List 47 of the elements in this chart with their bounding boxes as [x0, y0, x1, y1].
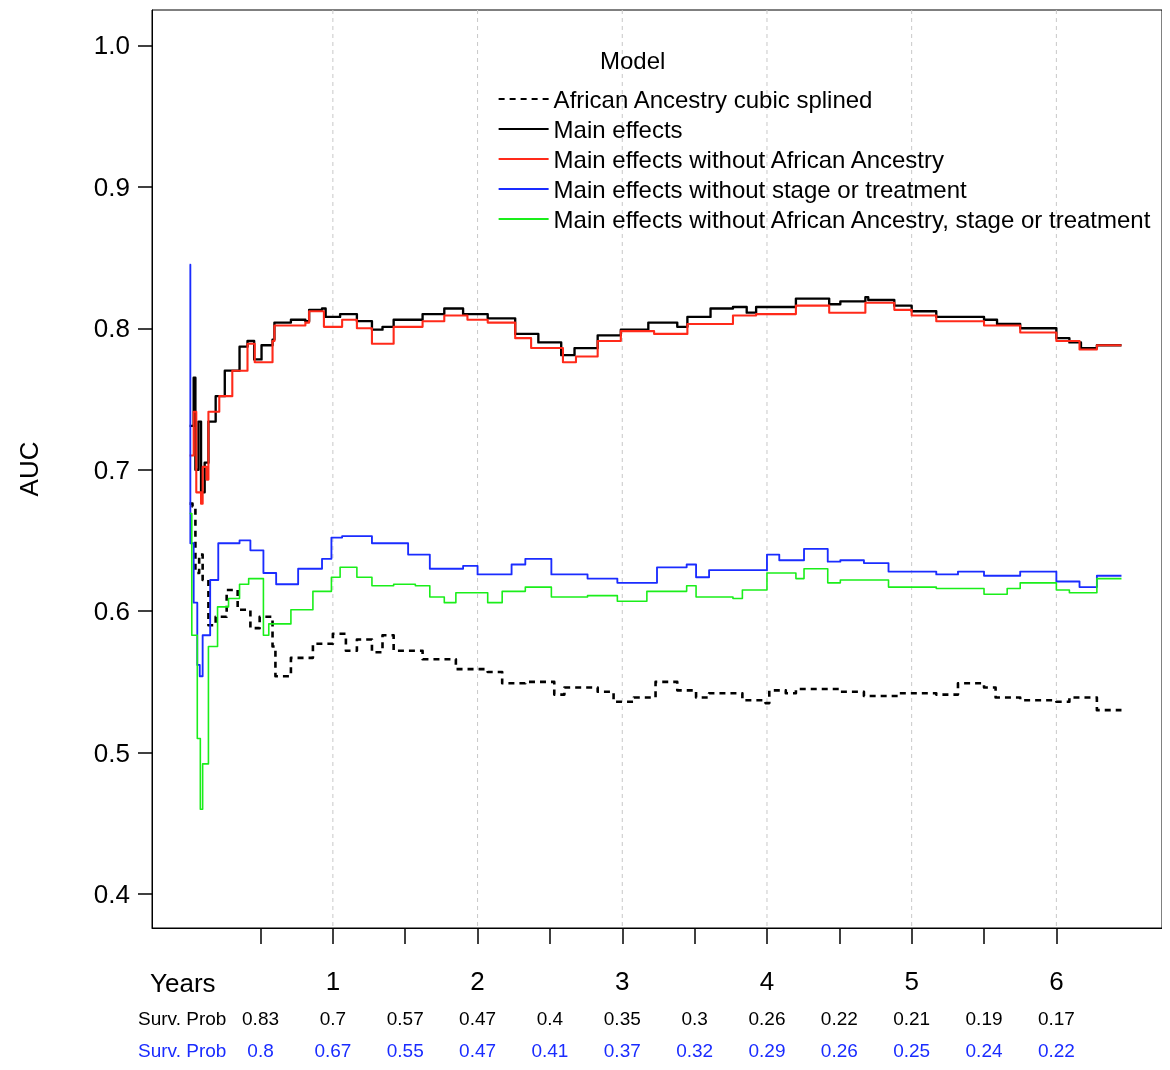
text: 0.17: [1037, 1007, 1075, 1029]
text: 0.47: [459, 1007, 497, 1029]
y-tick-label: 0.9: [93, 171, 130, 202]
legend-label: Main effects without African Ancestry: [553, 145, 945, 173]
y-tick-label: 0.5: [93, 737, 130, 768]
text: 0.19: [965, 1007, 1003, 1029]
text: 0.35: [603, 1007, 641, 1029]
text: 0.47: [459, 1039, 497, 1061]
y-tick-label: 0.4: [93, 879, 130, 910]
text: 0.55: [386, 1039, 424, 1061]
x-tick-label: 2: [470, 966, 485, 996]
x-tick-label: 6: [1049, 966, 1064, 996]
text: Surv. Prob: [138, 1007, 227, 1029]
text: 0.3: [681, 1007, 708, 1029]
x-tick-label: 1: [325, 966, 341, 996]
y-tick-label: 1.0: [93, 30, 130, 61]
x-tick-label: 4: [759, 966, 775, 996]
text: 0.26: [748, 1007, 786, 1029]
legend-label: Main effects: [553, 115, 683, 143]
y-tick-label: 0.8: [93, 313, 130, 344]
text: 0.4: [536, 1007, 564, 1029]
x-tick-label: 5: [904, 966, 919, 996]
x-tick-label: 3: [615, 966, 630, 996]
text: 0.29: [748, 1039, 786, 1061]
text: 0.57: [386, 1007, 424, 1029]
text: 0.26: [820, 1039, 858, 1061]
text: 0.41: [531, 1039, 569, 1061]
legend-title: Model: [600, 46, 666, 74]
x-axis-title: Years: [150, 968, 216, 998]
text: 0.22: [1037, 1039, 1075, 1061]
y-tick-label: 0.7: [93, 454, 130, 485]
text: 0.32: [676, 1039, 714, 1061]
y-axis-title: AUC: [14, 441, 44, 497]
text: 0.22: [820, 1007, 858, 1029]
text: 0.24: [965, 1039, 1003, 1061]
legend-label: Main effects without African Ancestry, stage or treatment: [553, 205, 1151, 233]
text: 0.7: [319, 1007, 347, 1029]
text: 0.8: [247, 1039, 274, 1061]
text: 0.21: [893, 1007, 931, 1029]
text: Surv. Prob: [138, 1039, 227, 1061]
text: 0.83: [242, 1007, 280, 1029]
y-tick-label: 0.6: [93, 596, 130, 627]
legend-label: Main effects without stage or treatment: [553, 175, 968, 203]
legend-label: African Ancestry cubic splined: [553, 85, 873, 113]
text: 0.37: [603, 1039, 641, 1061]
text: 0.67: [314, 1039, 352, 1061]
text: 0.25: [893, 1039, 931, 1061]
